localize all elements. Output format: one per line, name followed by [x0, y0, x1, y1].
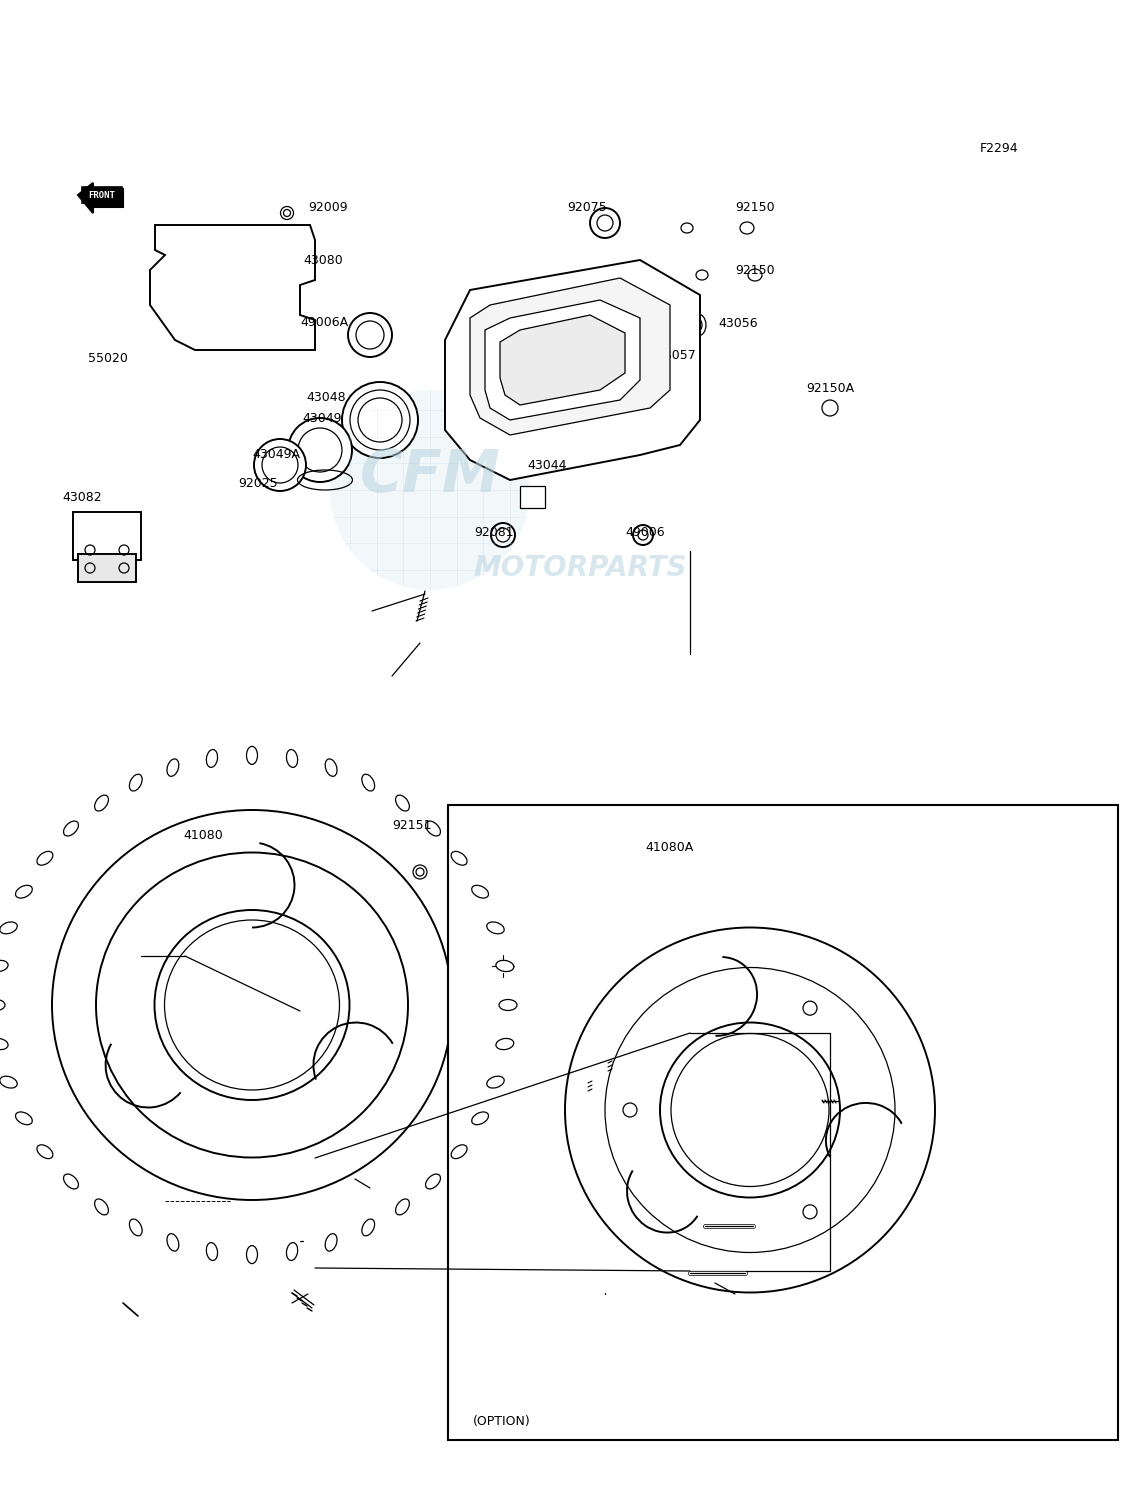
- Circle shape: [288, 417, 352, 482]
- Ellipse shape: [130, 775, 142, 791]
- Ellipse shape: [496, 961, 514, 971]
- Text: (OPTION): (OPTION): [473, 1415, 530, 1429]
- Ellipse shape: [0, 1000, 5, 1010]
- Circle shape: [329, 390, 530, 590]
- Text: 43048: 43048: [307, 390, 346, 404]
- Ellipse shape: [426, 821, 441, 836]
- Ellipse shape: [451, 1145, 467, 1159]
- Polygon shape: [150, 225, 315, 350]
- Bar: [73, 512, 141, 560]
- Ellipse shape: [472, 886, 489, 898]
- Text: 49006A: 49006A: [300, 315, 348, 329]
- Text: 43044: 43044: [527, 458, 566, 471]
- Text: 92075: 92075: [567, 201, 607, 213]
- Ellipse shape: [130, 1219, 142, 1235]
- Ellipse shape: [207, 1243, 218, 1261]
- Text: 92009: 92009: [308, 201, 348, 213]
- Text: 43082: 43082: [62, 491, 102, 503]
- Ellipse shape: [426, 1174, 441, 1189]
- Circle shape: [590, 209, 620, 239]
- Text: 92150: 92150: [735, 201, 775, 213]
- Ellipse shape: [37, 851, 53, 865]
- Ellipse shape: [94, 1199, 108, 1214]
- Bar: [448, 805, 1118, 1439]
- Ellipse shape: [487, 922, 504, 934]
- Text: 92151: 92151: [391, 818, 432, 832]
- Ellipse shape: [451, 851, 467, 865]
- Ellipse shape: [396, 796, 410, 811]
- Ellipse shape: [0, 1076, 17, 1088]
- Ellipse shape: [396, 1199, 410, 1214]
- Circle shape: [254, 438, 307, 491]
- Bar: [78, 554, 135, 582]
- Ellipse shape: [247, 1246, 257, 1264]
- Ellipse shape: [472, 1112, 489, 1124]
- Text: 92081: 92081: [474, 525, 513, 539]
- Ellipse shape: [496, 1039, 514, 1049]
- Polygon shape: [445, 260, 700, 480]
- Ellipse shape: [94, 796, 108, 811]
- Ellipse shape: [487, 1076, 504, 1088]
- Ellipse shape: [0, 922, 17, 934]
- Ellipse shape: [362, 775, 374, 791]
- Ellipse shape: [166, 760, 179, 776]
- Text: 43049: 43049: [302, 411, 341, 425]
- Ellipse shape: [325, 1234, 338, 1252]
- Ellipse shape: [325, 760, 338, 776]
- Text: 55020: 55020: [88, 351, 127, 365]
- Circle shape: [342, 381, 418, 458]
- Text: CFM: CFM: [359, 446, 501, 503]
- Bar: [520, 486, 545, 507]
- Ellipse shape: [63, 821, 78, 836]
- Text: F2294: F2294: [980, 141, 1018, 155]
- Text: 43056: 43056: [718, 317, 758, 330]
- Text: 92150: 92150: [735, 264, 775, 276]
- Circle shape: [348, 314, 391, 357]
- Text: 43080: 43080: [303, 254, 343, 267]
- Text: 43049A: 43049A: [253, 447, 300, 461]
- Ellipse shape: [0, 961, 8, 971]
- Text: 92025: 92025: [238, 476, 278, 489]
- Text: 41080A: 41080A: [645, 841, 693, 854]
- Ellipse shape: [287, 1243, 297, 1261]
- Ellipse shape: [0, 1039, 8, 1049]
- Polygon shape: [501, 315, 625, 405]
- Ellipse shape: [247, 746, 257, 764]
- Ellipse shape: [499, 1000, 517, 1010]
- Ellipse shape: [287, 749, 297, 767]
- Text: MOTORPARTS: MOTORPARTS: [473, 554, 687, 582]
- Text: FRONT: FRONT: [88, 191, 116, 200]
- Text: 43057: 43057: [656, 348, 696, 362]
- Ellipse shape: [63, 1174, 78, 1189]
- Circle shape: [467, 300, 483, 317]
- Polygon shape: [484, 300, 639, 420]
- Polygon shape: [78, 183, 123, 213]
- Ellipse shape: [16, 1112, 32, 1124]
- Circle shape: [491, 522, 515, 546]
- Text: 41080: 41080: [183, 829, 223, 842]
- Ellipse shape: [362, 1219, 374, 1235]
- Circle shape: [633, 525, 653, 545]
- Ellipse shape: [166, 1234, 179, 1252]
- Circle shape: [467, 432, 483, 447]
- Polygon shape: [470, 278, 670, 435]
- Ellipse shape: [207, 749, 218, 767]
- Ellipse shape: [37, 1145, 53, 1159]
- Bar: [82, 188, 122, 203]
- Ellipse shape: [16, 886, 32, 898]
- Text: 92150A: 92150A: [806, 381, 854, 395]
- Text: 49006: 49006: [625, 525, 665, 539]
